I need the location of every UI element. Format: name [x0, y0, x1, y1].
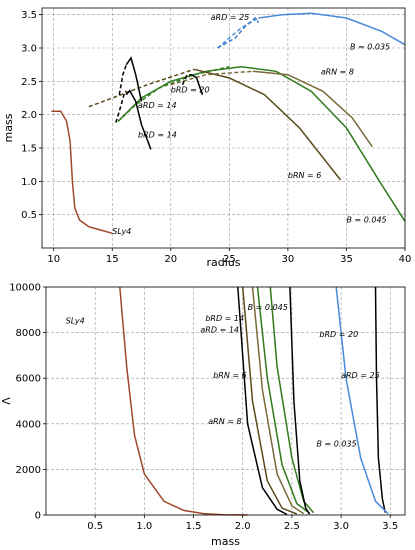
curve-annotation: aRN = 8: [321, 68, 354, 77]
x-tick-label: 1.5: [186, 521, 202, 532]
y-tick-label: 2.5: [21, 77, 37, 88]
curve-annotation: B = 0.035: [350, 42, 390, 51]
y-tick-label: 2.0: [21, 110, 37, 121]
curve-annotation: B = 0.035: [316, 440, 356, 449]
curve-annotation: SLy4: [112, 227, 131, 236]
mass-radius-panel: 10 15 20 25 30 35 40 0.5 1.0 1.5 2.0 2.5 3.0 3.5 radiu…: [2, 7, 412, 269]
y-axis-label: mass: [2, 113, 15, 142]
plot-frame: [41, 7, 406, 249]
series-group: [51, 12, 406, 235]
x-tick-label: 3.5: [382, 521, 398, 532]
x-tick-label: 25: [223, 254, 236, 265]
series-line-ard-25: [217, 16, 260, 49]
series-line-brd-14: [237, 286, 288, 516]
curve-annotation: aRD = 14: [200, 326, 239, 335]
x-tick-label: 20: [164, 254, 177, 265]
curve-annotation: aRD = 25: [211, 13, 250, 22]
series-line-brn-6: [251, 286, 305, 515]
series-line-brd-20: [181, 73, 192, 86]
series-line-b-0-045: [117, 65, 230, 122]
x-tick-label: 2.0: [235, 521, 251, 532]
curve-annotation: SLy4: [66, 316, 85, 325]
y-tick-label: 10000: [9, 283, 41, 294]
series-line-ard-14: [115, 90, 127, 123]
series-group: [119, 286, 389, 516]
curve-annotation: bRD = 14: [205, 314, 244, 323]
y-tick-label: 3.5: [21, 10, 37, 21]
tidal-deformability-panel: 0.5 1.0 1.5 2.0 2.5 3.0 3.5 0 2000 4000 6000 8000 10…: [0, 283, 406, 548]
curve-annotation: bRD = 20: [319, 330, 358, 339]
y-tick-label: 0: [35, 511, 41, 522]
series-line-b-0-045: [117, 65, 406, 222]
series-line-ard-14: [125, 89, 152, 150]
x-tick-label: 15: [106, 254, 119, 265]
y-tick-label: 6000: [16, 374, 41, 385]
curve-annotation: aRN = 8: [208, 417, 241, 426]
y-tick-label: 3.0: [21, 44, 37, 55]
series-line-ard-25: [374, 286, 387, 513]
curve-annotation: B = 0.045: [346, 216, 386, 225]
x-axis-label: mass: [211, 535, 240, 548]
x-tick-label: 10: [47, 254, 60, 265]
curve-annotation: aRD = 25: [341, 371, 380, 380]
curve-annotation: bRN = 6: [213, 371, 247, 380]
series-line-sly4: [119, 286, 248, 516]
series-line-brd-14: [118, 64, 128, 95]
y-tick-label: 0.5: [21, 210, 37, 221]
x-tick-label: 3.0: [333, 521, 349, 532]
y-tick-label: 4000: [16, 419, 41, 430]
x-tick-label: 0.5: [87, 521, 103, 532]
series-line-brd-14: [125, 56, 143, 102]
y-axis-label: Λ: [0, 397, 13, 405]
curve-annotation: bRD = 14: [138, 130, 177, 139]
series-line-b-0-045: [269, 286, 315, 514]
series-line-arn-8: [256, 286, 311, 514]
curve-annotation: B = 0.045: [248, 303, 288, 312]
y-tick-label: 1.0: [21, 177, 37, 188]
x-tick-label: 2.5: [284, 521, 300, 532]
series-line-arn-8: [170, 70, 253, 86]
x-tick-label: 1.0: [136, 521, 152, 532]
y-tick-label: 2000: [16, 465, 41, 476]
series-line-brn-6: [88, 68, 195, 108]
series-line-ard-14: [241, 286, 298, 515]
x-axis-label: radius: [206, 256, 240, 269]
series-line-b-0-035: [335, 286, 389, 515]
y-tick-label: 1.5: [21, 144, 37, 155]
curve-annotation: aRD = 14: [138, 101, 177, 110]
series-line-brd-20: [191, 74, 204, 95]
series-line-brn-6: [194, 68, 342, 181]
series-line-brd-20: [289, 286, 311, 515]
curve-annotation: bRN = 6: [288, 171, 322, 180]
series-line-sly4: [51, 110, 113, 235]
x-tick-label: 35: [340, 254, 353, 265]
plot-frame: [45, 286, 406, 516]
series-line-b-0-035: [258, 12, 406, 46]
series-line-arn-8: [252, 70, 373, 148]
y-tick-label: 8000: [16, 328, 41, 339]
x-tick-label: 30: [282, 254, 295, 265]
series-line-b-0-035: [217, 17, 259, 49]
x-tick-label: 40: [399, 254, 412, 265]
curve-annotation: bRD = 20: [171, 86, 210, 95]
